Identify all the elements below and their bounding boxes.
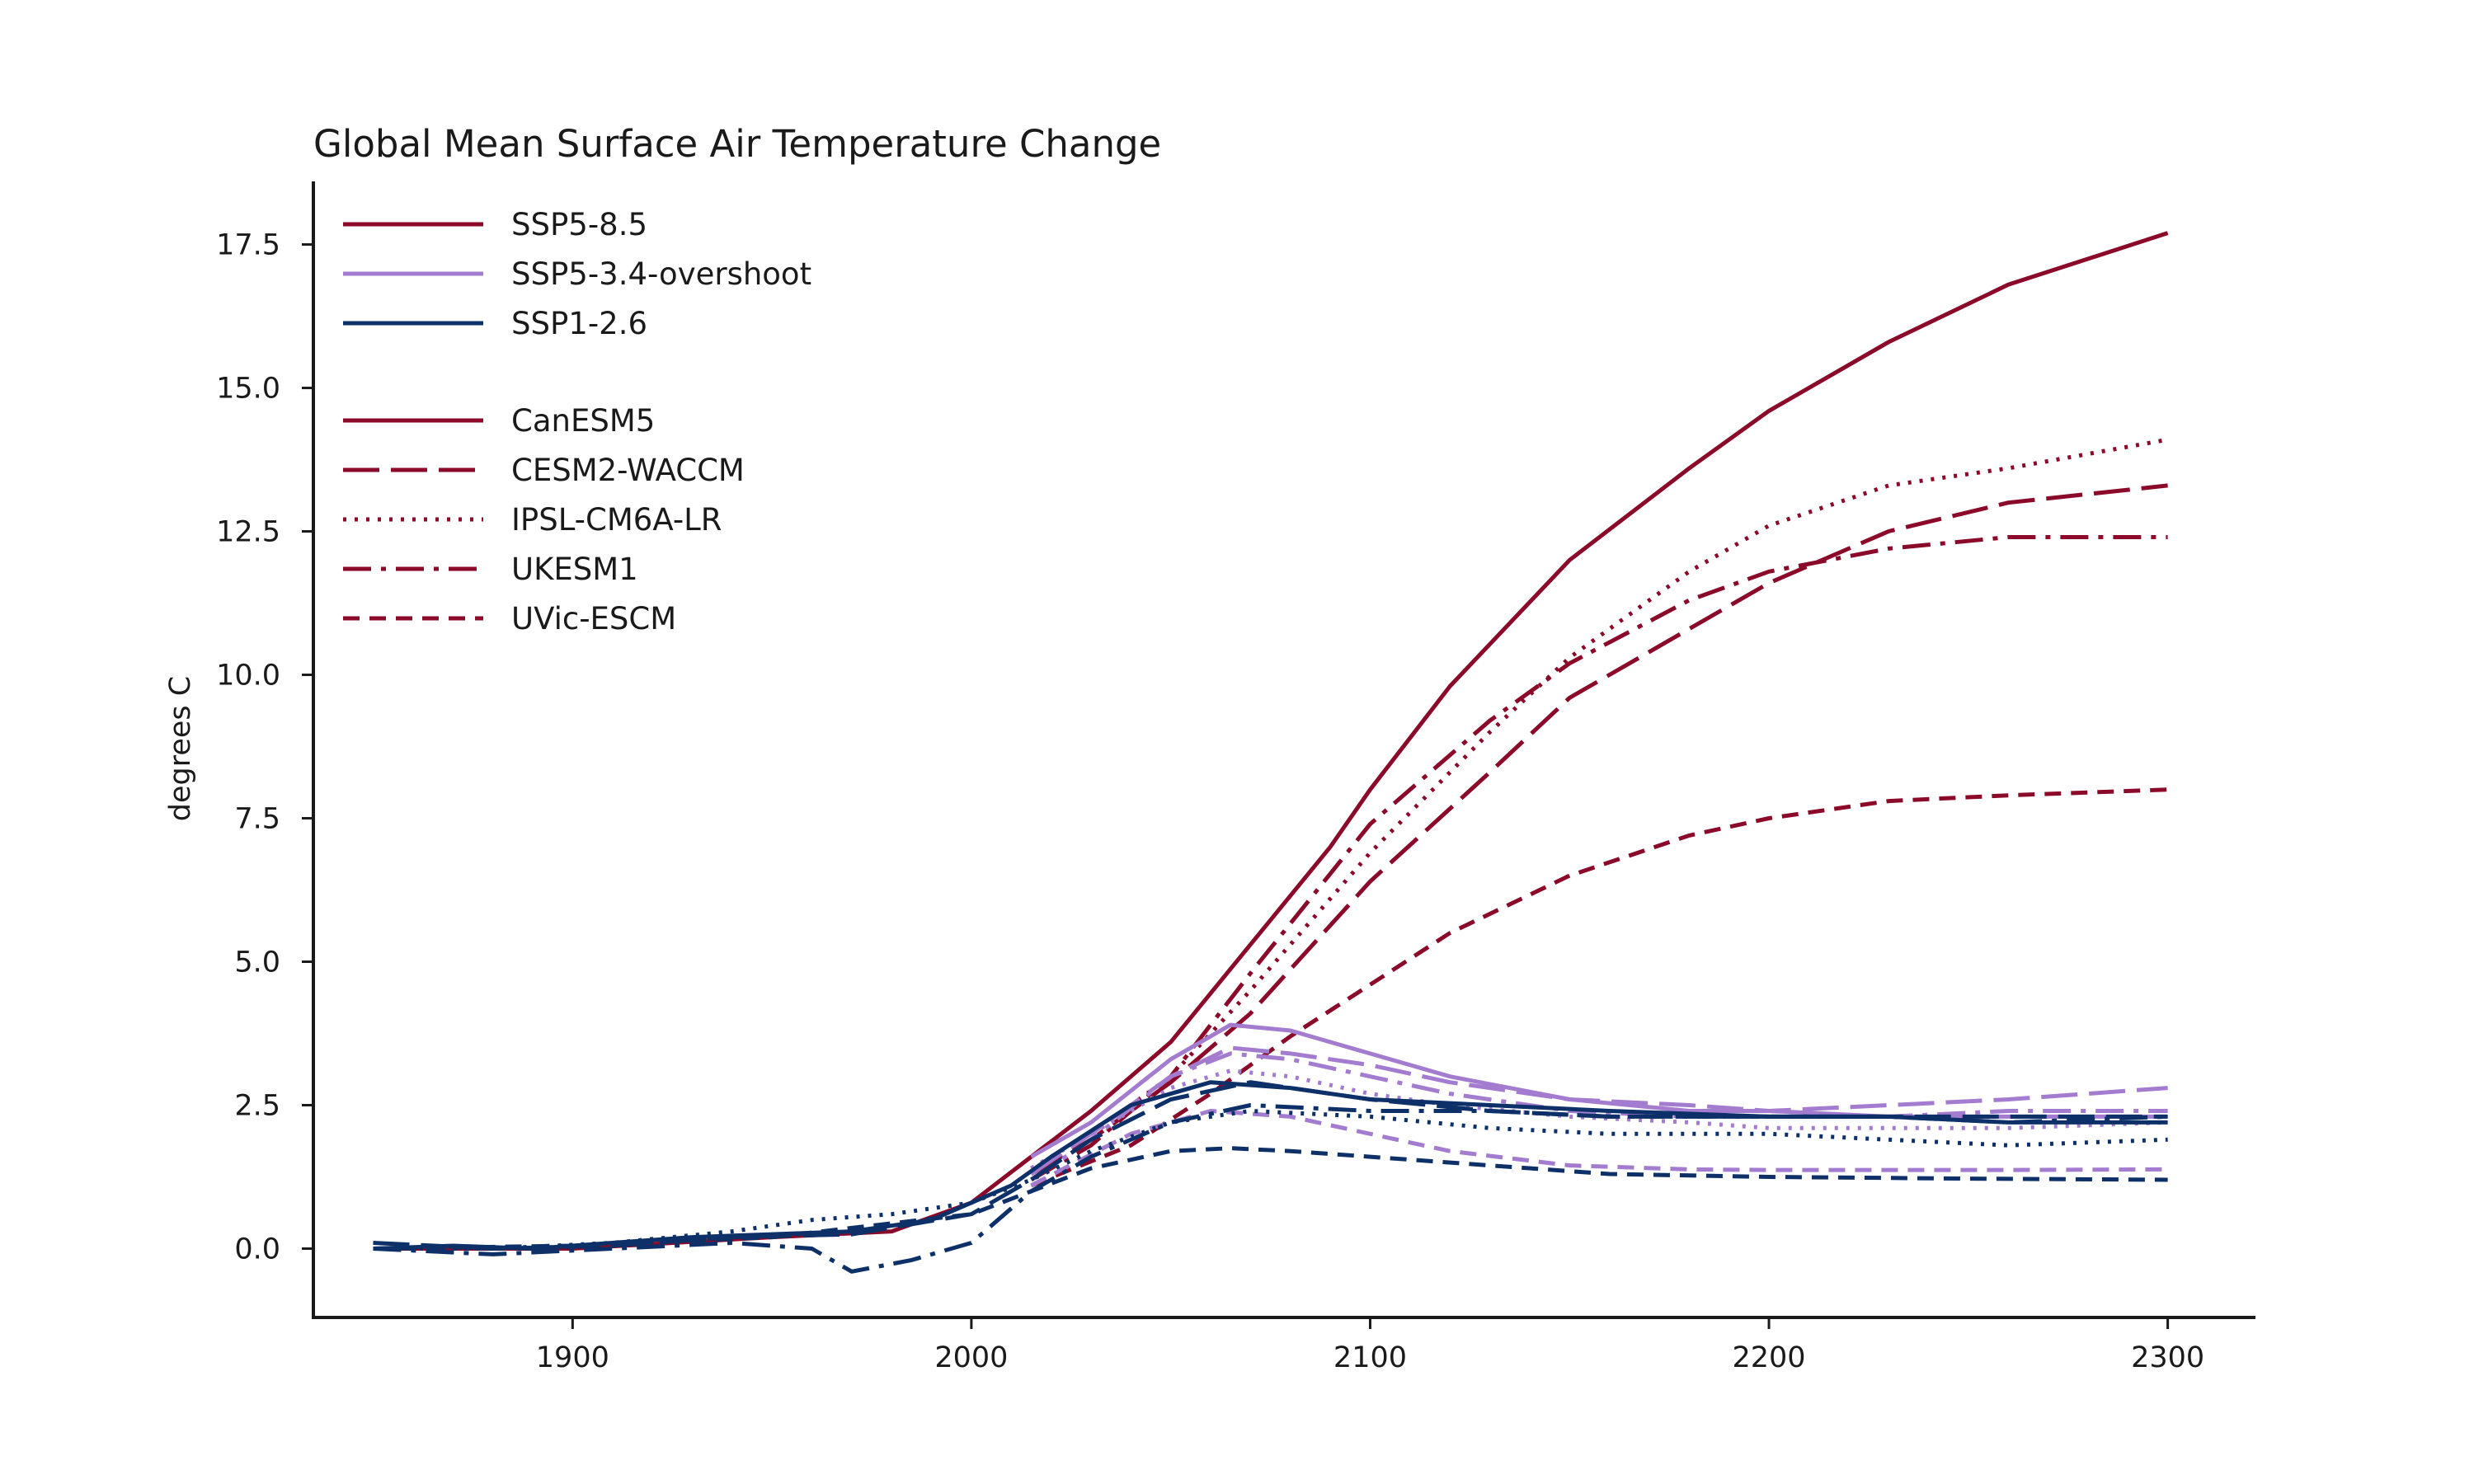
y-tick-label: 2.5: [234, 1089, 280, 1122]
legend-item-label: SSP1-2.6: [511, 306, 647, 341]
series-line-ssp5-8-5-cesm2-waccm: [1030, 483, 2168, 1176]
x-tick-label: 2200: [1733, 1341, 1806, 1374]
x-tick-label: 2000: [934, 1341, 1008, 1374]
series-line-ssp1-2-6-ipsl-cm6a-lr: [373, 1109, 2168, 1251]
x-tick-label: 2300: [2131, 1341, 2204, 1374]
series-line-ssp5-8-5-uvic-escm: [1030, 787, 2168, 1188]
legend-item-label: SSP5-8.5: [511, 207, 647, 242]
y-tick-label: 12.5: [216, 516, 280, 549]
y-tick-label: 10.0: [216, 660, 280, 693]
series-line-ssp1-2-6-cesm2-waccm: [373, 1080, 2168, 1251]
series-line-ssp1-2-6-uvic-escm: [373, 1146, 2168, 1251]
series-layer: [373, 231, 2169, 1274]
series-line-ssp5-8-5-canesm5: [373, 231, 2169, 1251]
y-tick-label: 0.0: [234, 1233, 280, 1266]
y-tick-label: 17.5: [216, 229, 280, 262]
legend-item-label: UVic-ESCM: [511, 601, 676, 636]
axes-frame: [312, 181, 2255, 1319]
axes-layer: [312, 181, 2255, 1319]
series-line-ssp5-8-5-ukesm1: [1030, 535, 2168, 1182]
x-ticks: 1900 2000 2100 2200 2300: [536, 1317, 2204, 1374]
y-ticks: 0.0 2.5 5.0 7.5 10.0 12.5 15.0 17.5: [216, 229, 313, 1266]
y-tick-label: 7.5: [234, 803, 280, 836]
legend-item-label: CESM2-WACCM: [511, 453, 745, 488]
series-line-ssp5-3-4-overshoot-uvic-escm: [1030, 1109, 2168, 1188]
y-tick-label: 5.0: [234, 946, 280, 979]
x-tick-label: 2100: [1333, 1341, 1407, 1374]
series-line-ssp1-2-6-canesm5: [373, 1080, 2168, 1251]
series-line-ssp5-8-5-ipsl-cm6a-lr: [1030, 437, 2169, 1171]
legend: SSP5-8.5 SSP5-3.4-overshoot SSP1-2.6 CanESM…: [343, 207, 811, 636]
chart-title: Global Mean Surface Air Temperature Chan…: [313, 122, 1161, 166]
y-tick-label: 15.0: [216, 373, 280, 406]
x-tick-label: 1900: [536, 1341, 609, 1374]
series-line-ssp1-2-6-ukesm1: [373, 1103, 2168, 1274]
legend-item-label: IPSL-CM6A-LR: [511, 502, 722, 538]
legend-item-label: UKESM1: [511, 552, 638, 587]
legend-item-label: SSP5-3.4-overshoot: [511, 256, 811, 292]
legend-item-label: CanESM5: [511, 403, 655, 439]
y-axis-label: degrees C: [164, 676, 197, 821]
